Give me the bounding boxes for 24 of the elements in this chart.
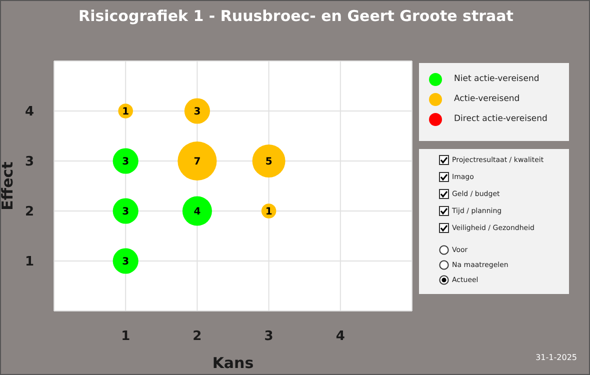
y-tick-label: 2 — [24, 204, 34, 220]
y-axis-title: Effect — [0, 162, 16, 210]
data-label: 3 — [194, 106, 201, 118]
x-axis-title: Kans — [212, 354, 254, 372]
legend-label: Actie-vereisend — [453, 93, 521, 106]
x-tick-label: 2 — [192, 329, 202, 344]
y-tick-label: 3 — [24, 154, 34, 170]
data-label: 3 — [122, 206, 130, 218]
data-label: 4 — [194, 206, 201, 218]
text: 31-1-2025 — [536, 353, 577, 362]
y-tick-label: 1 — [24, 254, 34, 270]
chart-title: Risicografiek 1 - Ruusbroec- en Geert Groote straat — [78, 7, 514, 25]
data-label: 3 — [122, 156, 130, 168]
x-tick-label: 4 — [336, 329, 345, 344]
data-label: 1 — [265, 206, 272, 218]
x-tick-label: 3 — [264, 329, 274, 344]
data-label: 1 — [122, 106, 130, 118]
legend-label: Niet actie-vereisend — [453, 73, 540, 86]
data-label: 7 — [194, 156, 201, 168]
x-tick-label: 1 — [121, 329, 130, 344]
data-label: 3 — [122, 256, 130, 268]
data-label: 5 — [265, 156, 272, 168]
y-tick-label: 4 — [24, 104, 34, 120]
legend-label: Direct actie-vereisend — [453, 113, 548, 126]
